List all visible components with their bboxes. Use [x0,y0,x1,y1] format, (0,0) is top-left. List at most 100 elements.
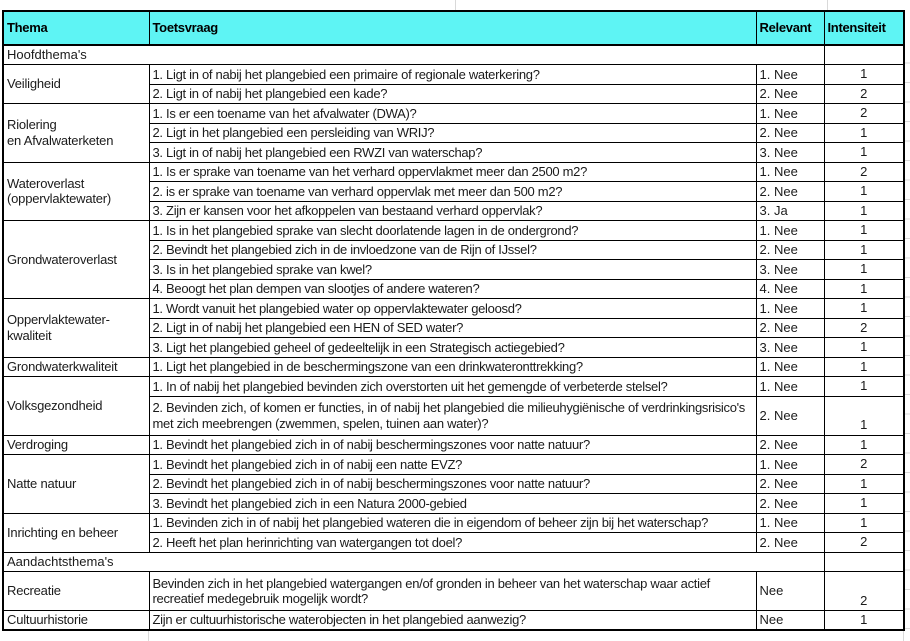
cell-question[interactable]: 1. Is er een toename van het afvalwater … [148,103,757,124]
cell-relevant[interactable]: 2. Nee [755,122,825,143]
cell-relevant[interactable]: 3. Nee [755,142,825,163]
cell-question[interactable]: 1. Is er sprake van toename van het verh… [148,161,757,182]
col-header-toetsvraag[interactable]: Toetsvraag [148,10,757,46]
cell-theme[interactable]: Veiligheid [2,64,150,104]
cell-section-label[interactable]: Aandachtsthema's [2,551,825,572]
col-header-intensiteit[interactable]: Intensiteit [823,10,905,46]
cell-relevant[interactable]: 2. Nee [755,239,825,260]
table-row: Verdroging 1. Bevindt het plangebied zic… [2,434,905,455]
cell-theme[interactable]: Verdroging [2,434,150,455]
cell-question[interactable]: Bevinden zich in het plangebied watergan… [148,571,757,611]
cell-theme[interactable]: Natte natuur [2,454,150,514]
cell-relevant[interactable]: 1. Nee [755,64,825,85]
cell-question[interactable]: 3. Ligt het plangebied geheel of gedeelt… [148,337,757,358]
cell-relevant[interactable]: 2. Nee [755,317,825,338]
cell-theme[interactable]: Recreatie [2,571,150,611]
cell-section-label[interactable]: Hoofdthema's [2,44,825,65]
col-header-relevant[interactable]: Relevant [755,10,825,46]
cell-theme[interactable]: Grondwaterkwaliteit [2,356,150,377]
cell-relevant[interactable]: 2. Nee [755,434,825,455]
cell-relevant[interactable]: Nee [755,571,825,611]
cell-question[interactable]: 2. Ligt in het plangebied een persleidin… [148,122,757,143]
cell-theme[interactable]: Oppervlaktewater- kwaliteit [2,298,150,358]
cell-question[interactable]: 1. Ligt het plangebied in de bescherming… [148,356,757,377]
cell-relevant[interactable]: 1. Nee [755,220,825,241]
gridline [903,630,904,641]
cell-intensity[interactable]: 1 [823,512,905,533]
cell-relevant[interactable]: 2. Nee [755,532,825,553]
cell-question[interactable]: 2. Ligt in of nabij het plangebied een H… [148,317,757,338]
cell-relevant[interactable]: 1. Nee [755,356,825,377]
cell-question[interactable]: 3. Bevindt het plangebied zich in een Na… [148,493,757,514]
cell-intensity[interactable] [823,44,905,65]
cell-relevant[interactable]: 1. Nee [755,376,825,397]
cell-relevant[interactable]: 3. Nee [755,337,825,358]
cell-theme[interactable]: Volksgezondheid [2,376,150,436]
cell-intensity[interactable]: 1 [823,259,905,280]
cell-relevant[interactable]: 3. Ja [755,200,825,221]
cell-relevant[interactable]: 3. Nee [755,259,825,280]
col-header-thema[interactable]: Thema [2,10,150,46]
cell-intensity[interactable]: 2 [823,83,905,104]
cell-question[interactable]: 3. Zijn er kansen voor het afkoppelen va… [148,200,757,221]
cell-relevant[interactable]: 1. Nee [755,161,825,182]
cell-theme[interactable]: Inrichting en beheer [2,512,150,553]
cell-intensity[interactable]: 2 [823,317,905,338]
cell-question[interactable]: 1. Bevindt het plangebied zich in of nab… [148,434,757,455]
cell-relevant[interactable]: 2. Nee [755,493,825,514]
cell-question[interactable]: 2. Bevinden zich, of komen er functies, … [148,395,757,436]
cell-intensity[interactable]: 1 [823,64,905,85]
cell-question[interactable]: 1. Bevindt het plangebied zich in of nab… [148,454,757,475]
cell-intensity[interactable] [823,551,905,572]
cell-relevant[interactable]: 1. Nee [755,103,825,124]
cell-question[interactable]: 4. Beoogt het plan dempen van slootjes o… [148,278,757,299]
cell-intensity[interactable]: 1 [823,220,905,241]
cell-question[interactable]: 1. In of nabij het plangebied bevinden z… [148,376,757,397]
cell-relevant[interactable]: 1. Nee [755,454,825,475]
cell-relevant[interactable]: 2. Nee [755,181,825,202]
cell-question[interactable]: 2. Ligt in of nabij het plangebied een k… [148,83,757,104]
cell-intensity[interactable]: 1 [823,434,905,455]
cell-intensity[interactable]: 1 [823,356,905,377]
cell-intensity[interactable]: 1 [823,181,905,202]
cell-intensity[interactable]: 1 [823,298,905,319]
cell-intensity[interactable]: 1 [823,610,905,631]
cell-question[interactable]: 2. is er sprake van toename van verhard … [148,181,757,202]
cell-relevant[interactable]: 2. Nee [755,473,825,494]
cell-theme[interactable]: Grondwateroverlast [2,220,150,299]
cell-question[interactable]: 1. Bevinden zich in of nabij het plangeb… [148,512,757,533]
cell-relevant[interactable]: Nee [755,610,825,631]
cell-relevant[interactable]: 2. Nee [755,83,825,104]
cell-intensity[interactable]: 2 [823,571,905,611]
cell-question[interactable]: 1. Ligt in of nabij het plangebied een p… [148,64,757,85]
cell-question[interactable]: 2. Bevindt het plangebied zich in de inv… [148,239,757,260]
cell-theme[interactable]: Riolering en Afvalwaterketen [2,103,150,163]
cell-intensity[interactable]: 1 [823,122,905,143]
cell-question[interactable]: 3. Is in het plangebied sprake van kwel? [148,259,757,280]
cell-intensity[interactable]: 1 [823,473,905,494]
cell-question[interactable]: 1. Is in het plangebied sprake van slech… [148,220,757,241]
cell-intensity[interactable]: 1 [823,200,905,221]
cell-relevant[interactable]: 4. Nee [755,278,825,299]
cell-relevant[interactable]: 1. Nee [755,512,825,533]
cell-theme[interactable]: Cultuurhistorie [2,610,150,631]
cell-question[interactable]: 3. Ligt in of nabij het plangebied een R… [148,142,757,163]
cell-question[interactable]: Zijn er cultuurhistorische waterobjecten… [148,610,757,631]
cell-question[interactable]: 1. Wordt vanuit het plangebied water op … [148,298,757,319]
cell-intensity[interactable]: 1 [823,493,905,514]
cell-intensity[interactable]: 2 [823,161,905,182]
cell-relevant[interactable]: 2. Nee [755,395,825,436]
cell-intensity[interactable]: 1 [823,376,905,397]
cell-intensity[interactable]: 2 [823,532,905,553]
cell-intensity[interactable]: 2 [823,103,905,124]
cell-question[interactable]: 2. Heeft het plan herinrichting van wate… [148,532,757,553]
cell-question[interactable]: 2. Bevindt het plangebied zich in of nab… [148,473,757,494]
cell-intensity[interactable]: 1 [823,239,905,260]
cell-intensity[interactable]: 1 [823,142,905,163]
cell-relevant[interactable]: 1. Nee [755,298,825,319]
cell-intensity[interactable]: 1 [823,395,905,436]
cell-intensity[interactable]: 1 [823,337,905,358]
cell-intensity[interactable]: 2 [823,454,905,475]
cell-theme[interactable]: Wateroverlast (oppervlaktewater) [2,161,150,221]
cell-intensity[interactable]: 1 [823,278,905,299]
